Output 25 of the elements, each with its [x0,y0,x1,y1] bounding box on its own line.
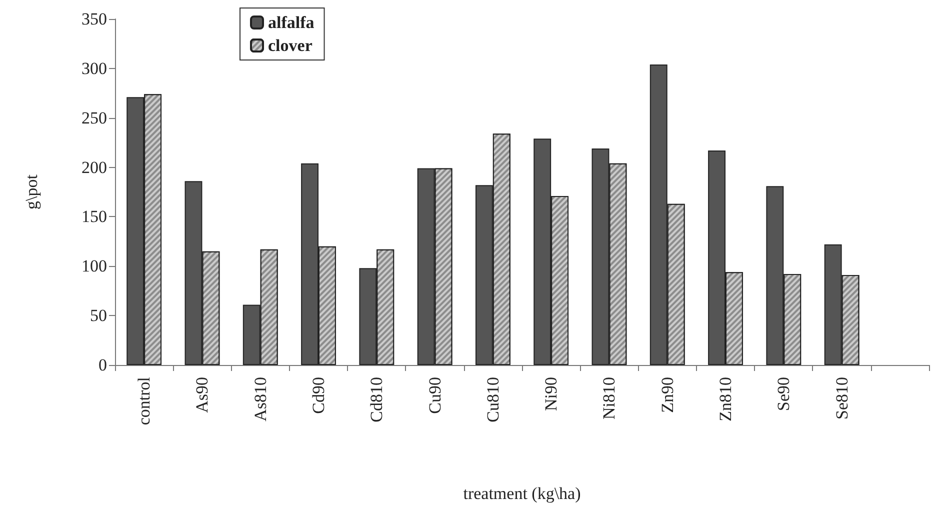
y-axis-title: g\pot [22,174,41,210]
y-tick-label: 50 [90,306,107,326]
y-tick-label: 350 [82,10,107,28]
x-tick-label: Ni90 [542,377,561,411]
x-tick-label: As810 [250,377,270,422]
y-tick-label: 150 [82,207,107,226]
x-axis-title: treatment (kg\ha) [463,484,581,503]
y-tick-label: 200 [82,158,107,177]
x-tick-label: Se90 [774,377,794,411]
legend-label: alfalfa [268,13,315,32]
x-tick-label: Cd90 [309,377,328,414]
x-tick-label: Cd810 [367,377,386,422]
y-tick-label: 100 [82,256,107,276]
x-tick-label: Cu90 [425,377,444,414]
x-tick-label: Zn810 [716,377,735,422]
y-tick-label: 250 [82,108,107,128]
x-tick-label: Cu810 [483,377,502,422]
x-tick-label: control [134,376,154,426]
y-tick-label: 0 [98,356,107,374]
y-tick-label: 300 [82,58,107,78]
x-tick-label: Ni810 [600,377,619,420]
x-tick-label: Zn90 [658,377,677,413]
x-tick-label: Se810 [832,377,852,420]
legend-label: clover [268,36,313,55]
x-tick-label: As90 [192,377,212,413]
